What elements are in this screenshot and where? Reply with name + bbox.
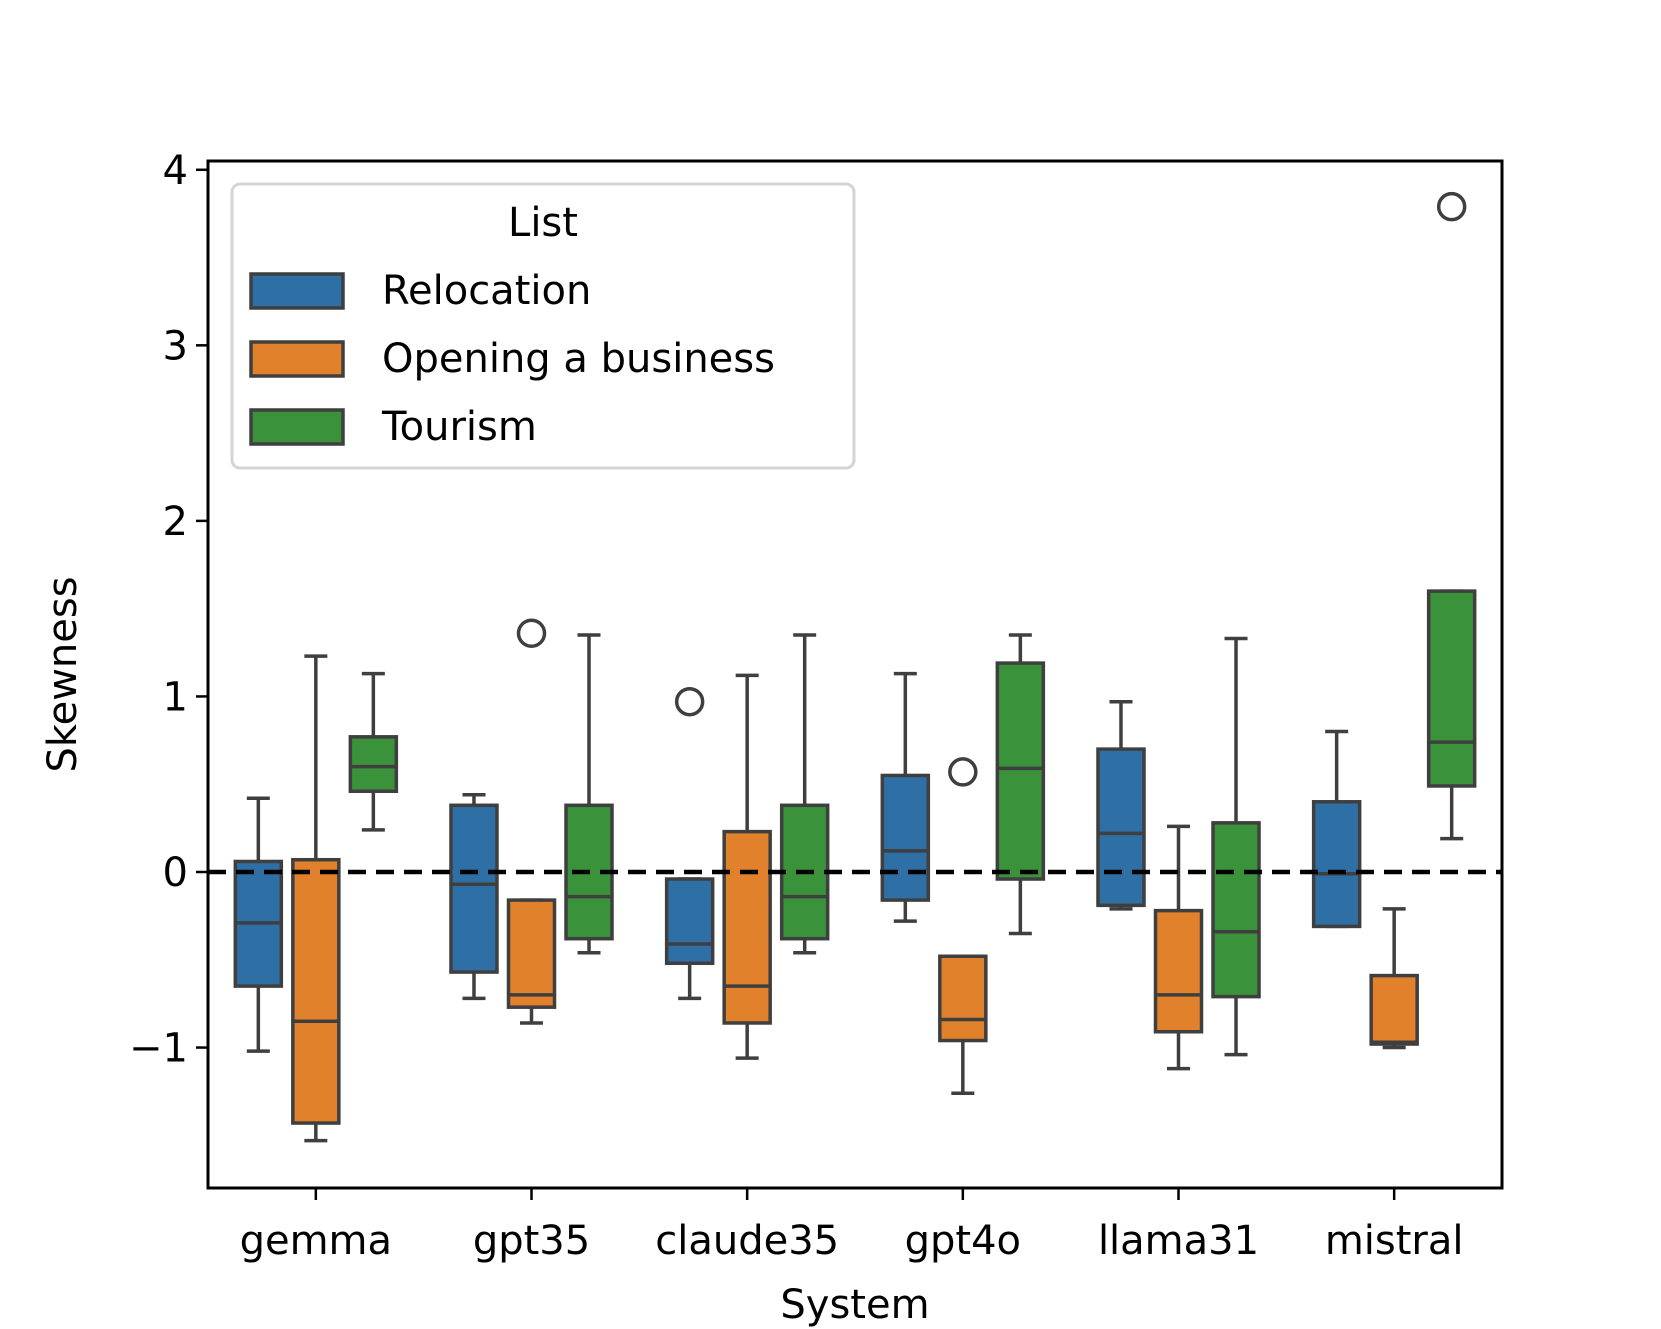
axes: −1 0 1 2 3 4 gemma gpt35 claude35 gpt4o llama31 mis… bbox=[40, 148, 1504, 1328]
box-body bbox=[880, 773, 931, 902]
x-tick-label-gemma: gemma bbox=[240, 1218, 392, 1264]
box-body bbox=[1369, 973, 1419, 1046]
series-opening-a-business bbox=[291, 618, 1419, 1143]
y-tick-label: 3 bbox=[163, 323, 188, 369]
box-gpt4o-0 bbox=[880, 671, 931, 923]
outlier-point bbox=[674, 686, 705, 717]
box-body bbox=[995, 661, 1046, 881]
box-gpt35-0 bbox=[449, 793, 499, 1001]
y-tick-label: −1 bbox=[129, 1026, 188, 1072]
series-relocation bbox=[233, 671, 1362, 1053]
legend-title: List bbox=[508, 200, 578, 246]
box-mistral-1 bbox=[1369, 907, 1419, 1050]
box-claude35-1 bbox=[722, 673, 772, 1060]
box-body bbox=[1311, 800, 1362, 929]
legend-label: Relocation bbox=[382, 268, 591, 314]
legend-entry-opening-a-business: Opening a business bbox=[249, 336, 775, 382]
plot-frame bbox=[206, 159, 1504, 1190]
box-body bbox=[1153, 908, 1204, 1034]
legend: List Relocation Opening a business Tourism bbox=[230, 182, 856, 470]
box-mistral-0 bbox=[1311, 729, 1362, 929]
y-axis-label: Skewness bbox=[40, 576, 86, 772]
box-llama31-0 bbox=[1096, 699, 1146, 911]
box-body bbox=[449, 803, 499, 974]
legend-swatch bbox=[249, 408, 345, 446]
legend-swatch bbox=[249, 272, 345, 310]
plot-marks bbox=[208, 191, 1502, 1143]
box-llama31-2 bbox=[1211, 636, 1261, 1057]
box-gemma-1 bbox=[291, 654, 341, 1143]
legend-label: Tourism bbox=[381, 404, 537, 450]
box-llama31-1 bbox=[1153, 824, 1204, 1071]
legend-label: Opening a business bbox=[382, 336, 775, 382]
box-body bbox=[664, 877, 715, 966]
box-body bbox=[722, 829, 772, 1025]
box-gpt35-1 bbox=[506, 618, 557, 1025]
x-tick-label-llama31: llama31 bbox=[1098, 1218, 1259, 1264]
box-body bbox=[348, 735, 399, 793]
box-gemma-2 bbox=[348, 671, 399, 832]
y-tick-label: 1 bbox=[163, 674, 188, 720]
box-body bbox=[1426, 589, 1477, 788]
legend-swatch bbox=[249, 340, 345, 378]
y-tick-label: 4 bbox=[163, 148, 188, 194]
box-body bbox=[1211, 821, 1261, 999]
box-body bbox=[506, 898, 557, 1009]
box-claude35-0 bbox=[664, 686, 715, 1001]
box-gemma-0 bbox=[233, 796, 284, 1053]
box-gpt4o-2 bbox=[995, 633, 1046, 936]
y-tick-label: 2 bbox=[163, 499, 188, 545]
x-tick-label-claude35: claude35 bbox=[655, 1218, 839, 1264]
legend-entry-tourism: Tourism bbox=[249, 404, 537, 450]
outlier-point bbox=[516, 618, 547, 648]
y-tick-label: 0 bbox=[163, 850, 188, 896]
box-mistral-2 bbox=[1426, 191, 1477, 841]
legend-box bbox=[230, 182, 856, 470]
x-tick-label-gpt35: gpt35 bbox=[473, 1218, 590, 1264]
outlier-point bbox=[1436, 191, 1467, 222]
box-body bbox=[938, 954, 988, 1043]
box-body bbox=[1096, 747, 1146, 908]
legend-entry-relocation: Relocation bbox=[249, 268, 591, 314]
x-tick-label-mistral: mistral bbox=[1325, 1218, 1464, 1264]
box-body bbox=[291, 857, 341, 1125]
x-axis-label: System bbox=[780, 1282, 929, 1328]
outlier-point bbox=[948, 757, 978, 787]
box-gpt4o-1 bbox=[938, 757, 988, 1095]
x-tick-label-gpt4o: gpt4o bbox=[905, 1218, 1021, 1264]
